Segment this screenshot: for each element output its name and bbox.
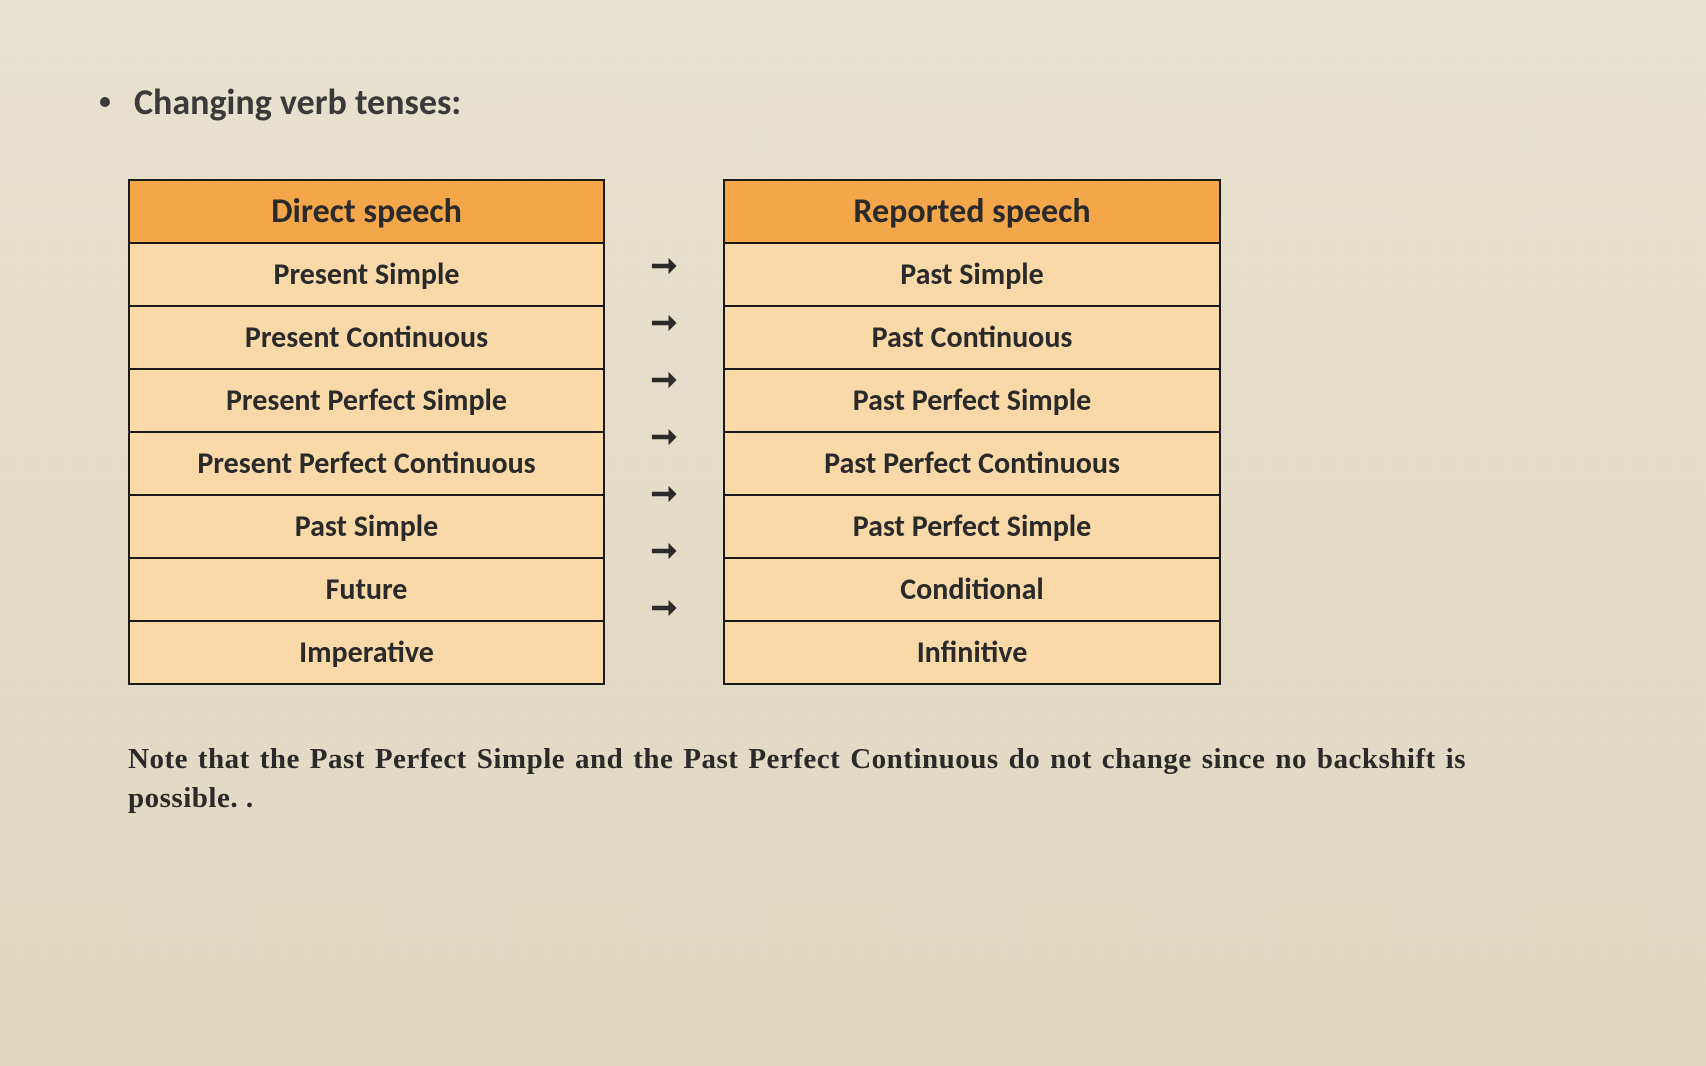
table-row: Past Simple	[130, 496, 603, 559]
table-row: Present Perfect Continuous	[130, 433, 603, 496]
direct-speech-header: Direct speech	[130, 181, 603, 244]
table-row: Past Perfect Simple	[725, 370, 1219, 433]
table-row: Past Simple	[725, 244, 1219, 307]
table-row: Future	[130, 559, 603, 622]
arrow-icon: ➞	[651, 465, 678, 522]
slide-content: Changing verb tenses: Direct speech Pres…	[0, 0, 1706, 818]
table-row: Conditional	[725, 559, 1219, 622]
bullet-heading: Changing verb tenses:	[100, 80, 1616, 124]
table-row: Past Perfect Continuous	[725, 433, 1219, 496]
table-row: Past Perfect Simple	[725, 496, 1219, 559]
note-text: Note that the Past Perfect Simple and th…	[128, 740, 1466, 818]
reported-speech-header: Reported speech	[725, 181, 1219, 244]
reported-speech-table: Reported speech Past Simple Past Continu…	[723, 179, 1221, 685]
arrows-column: ➞ ➞ ➞ ➞ ➞ ➞ ➞	[605, 179, 723, 636]
table-row: Past Continuous	[725, 307, 1219, 370]
table-row: Infinitive	[725, 622, 1219, 683]
arrow-icon: ➞	[651, 351, 678, 408]
arrow-icon: ➞	[651, 237, 678, 294]
tables-container: Direct speech Present Simple Present Con…	[128, 179, 1616, 685]
arrow-icon: ➞	[651, 579, 678, 636]
heading-text: Changing verb tenses:	[134, 80, 461, 124]
arrow-icon: ➞	[651, 408, 678, 465]
table-row: Present Continuous	[130, 307, 603, 370]
direct-speech-table: Direct speech Present Simple Present Con…	[128, 179, 605, 685]
table-row: Present Simple	[130, 244, 603, 307]
table-row: Present Perfect Simple	[130, 370, 603, 433]
arrow-icon: ➞	[651, 522, 678, 579]
arrow-icon: ➞	[651, 294, 678, 351]
table-row: Imperative	[130, 622, 603, 683]
bullet-icon	[100, 97, 110, 107]
